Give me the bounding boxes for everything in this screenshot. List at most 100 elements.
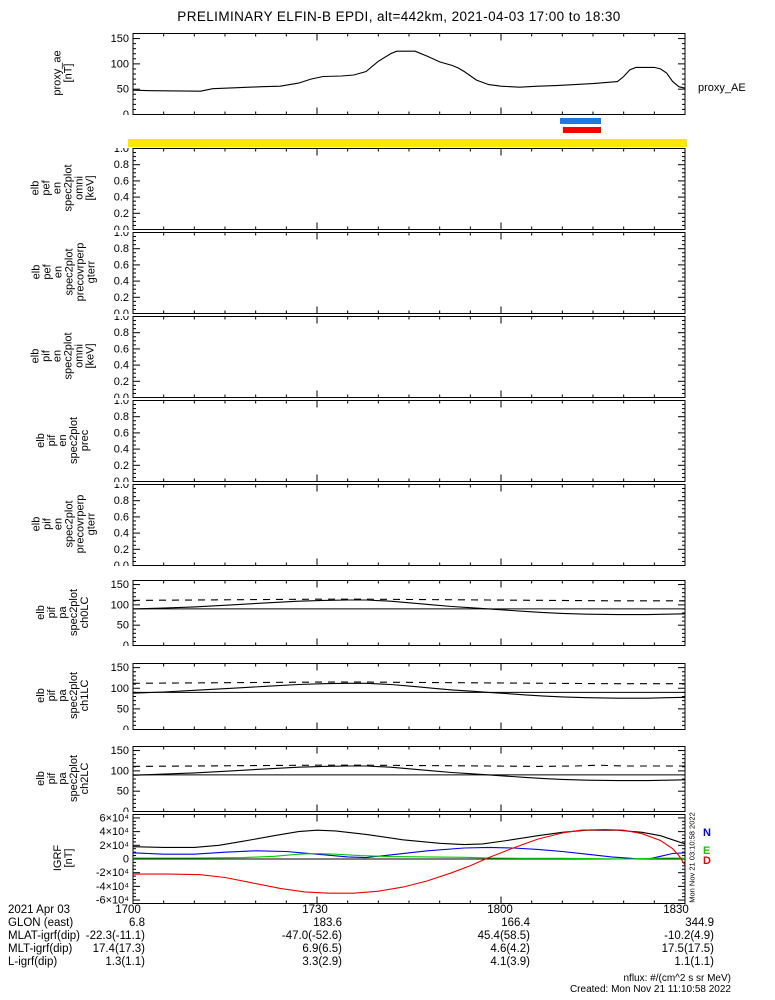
time-tick-label: 1800 xyxy=(487,904,513,916)
ephemeris-row-label: 2021 Apr 03 xyxy=(8,904,71,916)
svg-text:150: 150 xyxy=(111,580,129,591)
svg-text:100: 100 xyxy=(111,683,129,695)
svg-text:0.6: 0.6 xyxy=(114,511,129,523)
svg-text:0.2: 0.2 xyxy=(114,292,129,304)
svg-text:0.4: 0.4 xyxy=(114,528,129,540)
time-tick-label: 1730 xyxy=(302,904,328,916)
data-availability-bar-blue xyxy=(560,118,601,124)
svg-text:0.4: 0.4 xyxy=(114,444,129,456)
svg-text:1.0: 1.0 xyxy=(114,400,129,407)
svg-text:50: 50 xyxy=(117,620,129,632)
page-title: PRELIMINARY ELFIN-B EPDI, alt=442km, 202… xyxy=(177,9,621,24)
svg-text:0.4: 0.4 xyxy=(114,360,129,372)
svg-text:1.0: 1.0 xyxy=(114,232,129,239)
ephemeris-value: -22.3(-11.1) xyxy=(85,930,145,942)
ch0lc-chart: 0 50 100 150 xyxy=(111,580,686,646)
svg-text:1.0: 1.0 xyxy=(114,316,129,323)
svg-text:-2×10⁴: -2×10⁴ xyxy=(96,867,129,879)
ephemeris-value: 166.4 xyxy=(501,917,530,929)
svg-text:100: 100 xyxy=(111,765,129,777)
proxy-ae-right-label: proxy_AE xyxy=(698,82,746,94)
svg-text:0: 0 xyxy=(123,806,129,812)
svg-text:0: 0 xyxy=(123,854,129,866)
svg-text:0.8: 0.8 xyxy=(114,159,129,171)
svg-text:50: 50 xyxy=(117,786,129,798)
igrf-chart: 6×10⁴ 4×10⁴ 2×10⁴ 0-2×10⁴ -4×10⁴ -6×10⁴ xyxy=(96,814,686,904)
time-tick-label: 1700 xyxy=(115,904,141,916)
ephemeris-value: 6.9(6.5) xyxy=(302,943,342,955)
ephemeris-value: 17.5(17.5) xyxy=(661,943,714,955)
ephemeris-row-label: MLT-igrf(dip) xyxy=(8,943,73,955)
ephemeris-value: -47.0(-52.6) xyxy=(281,930,342,942)
svg-text:0.6: 0.6 xyxy=(114,175,129,187)
svg-text:0.8: 0.8 xyxy=(114,327,129,339)
time-tick-label: 1830 xyxy=(663,904,689,916)
svg-text:0.4: 0.4 xyxy=(114,192,129,204)
svg-text:0.0: 0.0 xyxy=(114,476,129,482)
svg-text:0.0: 0.0 xyxy=(114,392,129,398)
svg-text:0: 0 xyxy=(123,724,129,730)
svg-text:0.8: 0.8 xyxy=(114,243,129,255)
svg-text:0.0: 0.0 xyxy=(114,308,129,314)
svg-text:-4×10⁴: -4×10⁴ xyxy=(96,881,129,893)
svg-text:0.2: 0.2 xyxy=(114,544,129,556)
ephemeris-value: 45.4(58.5) xyxy=(477,930,530,942)
footer-notes: nflux: #/(cm^2 s sr MeV) Created: Mon No… xyxy=(570,973,731,995)
pef-omni-chart: 0.0 0.2 0.4 0.6 0.8 1.0 xyxy=(114,148,686,230)
svg-text:150: 150 xyxy=(111,33,129,45)
svg-text:0.2: 0.2 xyxy=(114,376,129,388)
ephemeris-value: 183.6 xyxy=(313,917,342,929)
svg-text:0.6: 0.6 xyxy=(114,427,129,439)
svg-text:0.4: 0.4 xyxy=(114,276,129,288)
pif-precovrperp-chart: 0.0 0.2 0.4 0.6 0.8 1.0 xyxy=(114,484,686,566)
data-availability-bar-red xyxy=(563,127,601,133)
igrf-legend-n: N xyxy=(703,827,711,839)
ephemeris-value: 344.9 xyxy=(685,917,714,929)
pef-precovrperp-chart: 0.0 0.2 0.4 0.6 0.8 1.0 xyxy=(114,232,686,314)
svg-text:1.0: 1.0 xyxy=(114,148,129,155)
svg-text:150: 150 xyxy=(111,746,129,757)
ephemeris-value: 3.3(2.9) xyxy=(302,956,342,968)
nflux-units-note: nflux: #/(cm^2 s sr MeV) xyxy=(623,973,732,984)
ephemeris-row-label: MLAT-igrf(dip) xyxy=(8,930,80,942)
ephemeris-value: 1.1(1.1) xyxy=(674,956,714,968)
svg-text:0.0: 0.0 xyxy=(114,224,129,230)
ephemeris-value: 1.3(1.1) xyxy=(105,956,145,968)
pif-omni-chart: 0.0 0.2 0.4 0.6 0.8 1.0 xyxy=(114,316,686,398)
data-availability-bar-yellow xyxy=(128,139,687,147)
svg-text:0.8: 0.8 xyxy=(114,495,129,507)
ephemeris-value: 6.8 xyxy=(129,917,145,929)
svg-text:1.0: 1.0 xyxy=(114,484,129,491)
igrf-legend-e: E xyxy=(703,845,711,857)
ephemeris-value: 4.1(3.9) xyxy=(490,956,530,968)
svg-text:0: 0 xyxy=(123,640,129,646)
pif-prec-chart: 0.0 0.2 0.4 0.6 0.8 1.0 xyxy=(114,400,686,482)
svg-text:50: 50 xyxy=(117,84,129,96)
ch2lc-chart: 0 50 100 150 xyxy=(111,746,686,812)
ephemeris-row-label: GLON (east) xyxy=(8,917,74,929)
ch1lc-chart: 0 50 100 150 xyxy=(111,663,686,730)
svg-text:100: 100 xyxy=(111,599,129,611)
svg-text:0.2: 0.2 xyxy=(114,460,129,472)
svg-text:150: 150 xyxy=(111,663,129,674)
ephemeris-value: 4.6(4.2) xyxy=(490,943,530,955)
created-timestamp: Created: Mon Nov 21 11:10:58 2022 xyxy=(569,984,731,995)
svg-text:0: 0 xyxy=(123,109,129,115)
svg-text:50: 50 xyxy=(117,703,129,715)
ephemeris-row-label: L-igrf(dip) xyxy=(8,956,58,968)
svg-text:-6×10⁴: -6×10⁴ xyxy=(96,895,129,904)
svg-text:0.6: 0.6 xyxy=(114,259,129,271)
svg-text:0.0: 0.0 xyxy=(114,560,129,566)
svg-text:6×10⁴: 6×10⁴ xyxy=(99,814,129,824)
proxy-ae-chart: 0 50 100 150 xyxy=(111,33,686,115)
svg-text:2×10⁴: 2×10⁴ xyxy=(99,840,129,852)
svg-text:0.8: 0.8 xyxy=(114,411,129,423)
ephemeris-value: 17.4(17.3) xyxy=(92,943,145,955)
svg-text:0.2: 0.2 xyxy=(114,208,129,220)
svg-text:4×10⁴: 4×10⁴ xyxy=(99,826,129,838)
igrf-legend-d: D xyxy=(703,855,711,867)
ephemeris-value: -10.2(4.9) xyxy=(664,930,714,942)
svg-text:0.6: 0.6 xyxy=(114,343,129,355)
svg-text:100: 100 xyxy=(111,58,129,70)
